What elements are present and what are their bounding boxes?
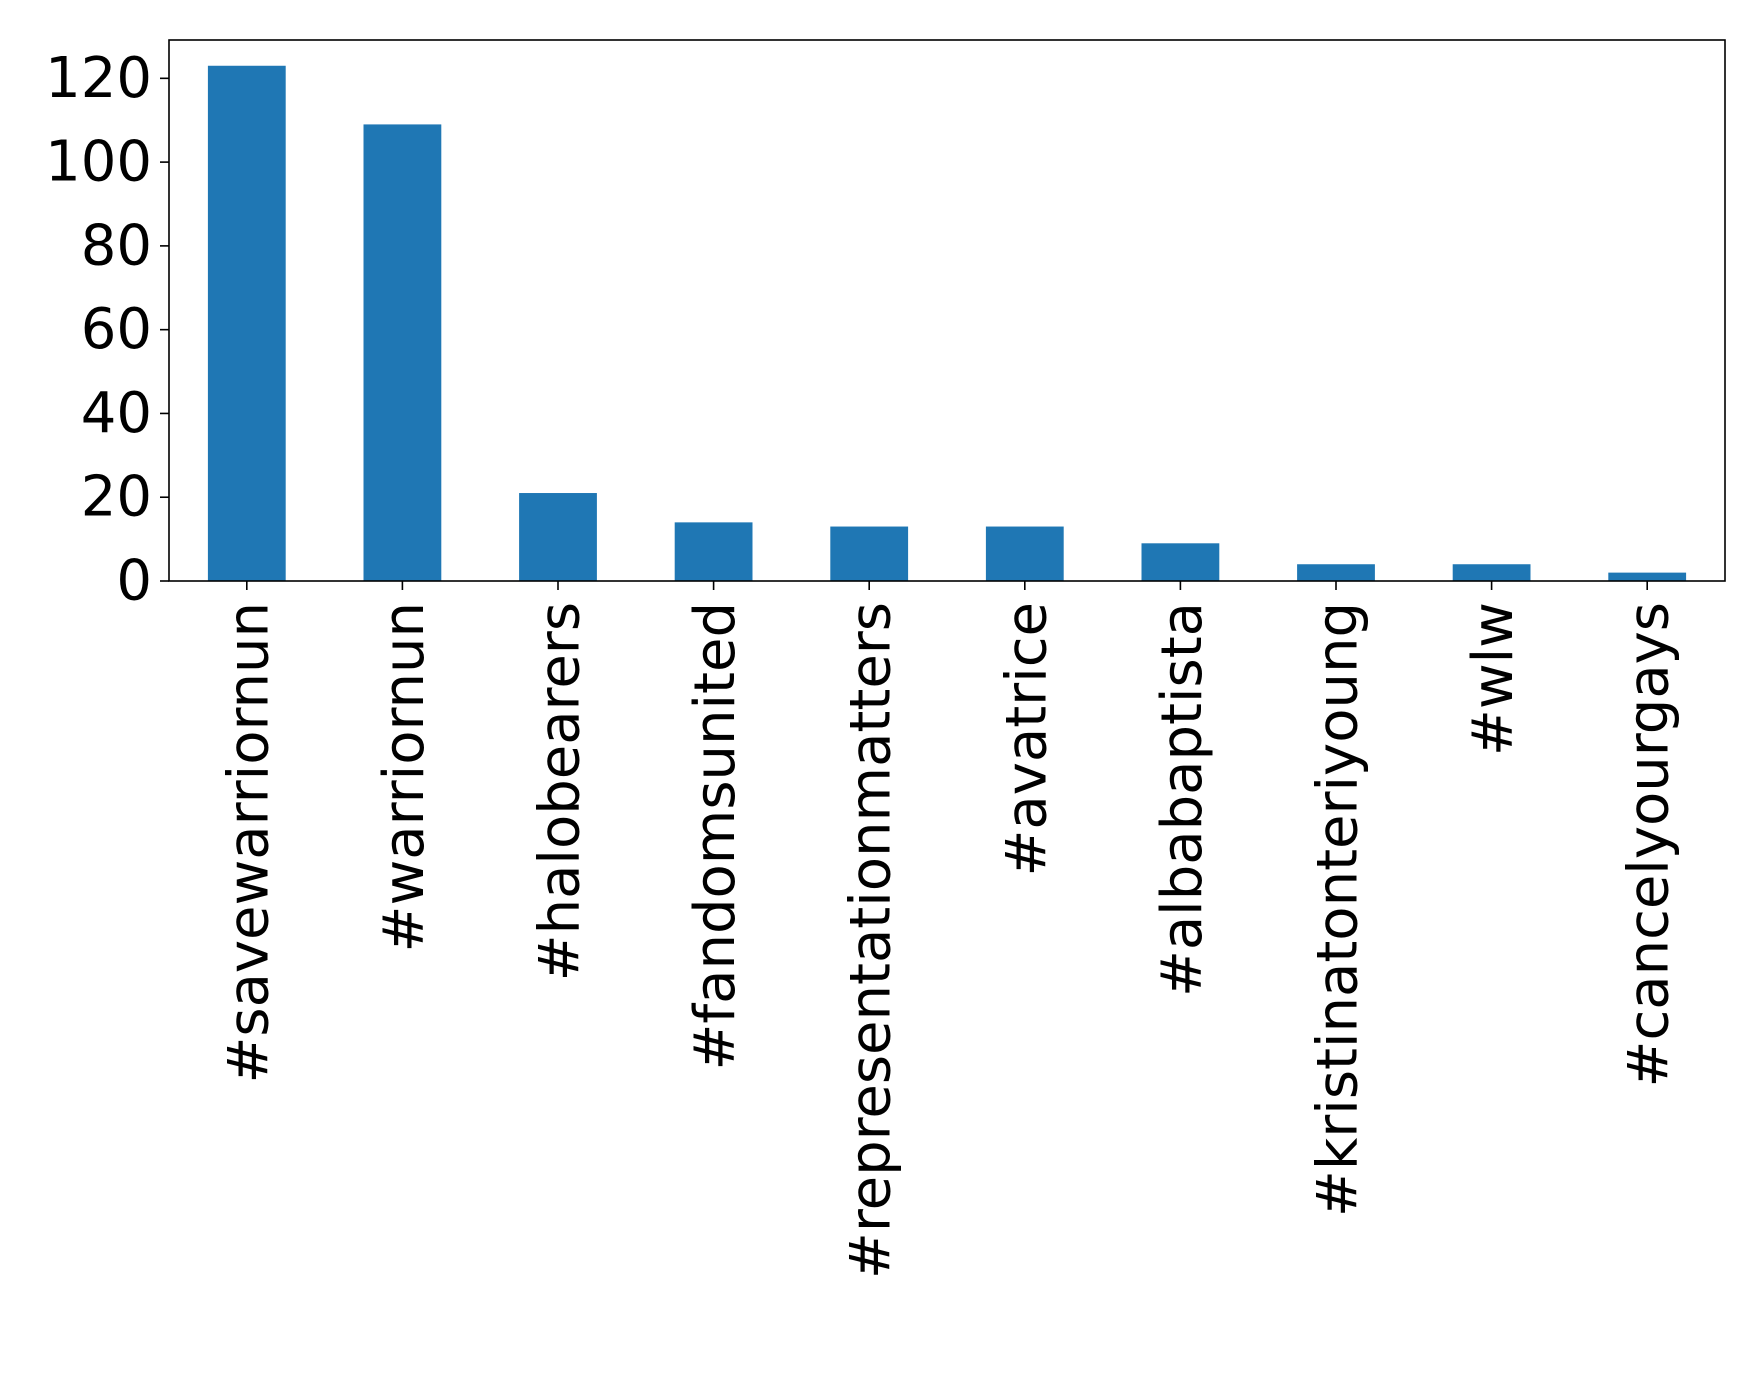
bar-savewarriornun — [207, 65, 286, 581]
bar-avatrice — [985, 526, 1064, 581]
y-tick-label: 60 — [81, 297, 152, 362]
plot-frame — [168, 39, 1726, 582]
axes-layer — [168, 39, 1726, 582]
x-tick-label-halobearers: #halobearers — [528, 602, 593, 981]
x-axis: #savewarriornun #warriornun #halobearers #f… — [216, 581, 1682, 1279]
y-tick-label: 100 — [45, 130, 152, 195]
x-tick-label-albabaptista: #albabaptista — [1150, 602, 1215, 997]
x-tick-label-warriornun: #warriornun — [372, 602, 437, 952]
bars-layer — [207, 65, 1687, 581]
y-tick-label: 0 — [116, 549, 152, 614]
y-axis: 0 20 40 60 80 100 120 — [45, 46, 169, 614]
x-tick-label-avatrice: #avatrice — [994, 602, 1059, 876]
bar-cancelyourgays — [1608, 572, 1687, 581]
y-tick-label: 80 — [81, 213, 152, 278]
x-tick-label-representationmatters: #representationmatters — [839, 602, 904, 1279]
y-tick-label: 40 — [81, 381, 152, 446]
bar-wlw — [1452, 564, 1531, 581]
x-tick-label-fandomsunited: #fandomsunited — [683, 602, 748, 1070]
bar-representationmatters — [830, 526, 909, 581]
bar-albabaptista — [1141, 543, 1220, 581]
bar-fandomsunited — [674, 522, 753, 581]
y-tick-label: 120 — [45, 46, 152, 111]
bar-kristinatonteriyoung — [1297, 564, 1375, 581]
y-tick-label: 20 — [81, 465, 152, 530]
x-tick-label-cancelyourgays: #cancelyourgays — [1617, 602, 1682, 1087]
x-tick-label-kristinatonteriyoung: #kristinatonteriyoung — [1306, 602, 1371, 1217]
bar-warriornun — [363, 124, 442, 581]
x-tick-label-wlw: #wlw — [1461, 602, 1526, 756]
bar-halobearers — [519, 493, 597, 581]
x-tick-label-savewarriornun: #savewarriornun — [216, 602, 281, 1084]
